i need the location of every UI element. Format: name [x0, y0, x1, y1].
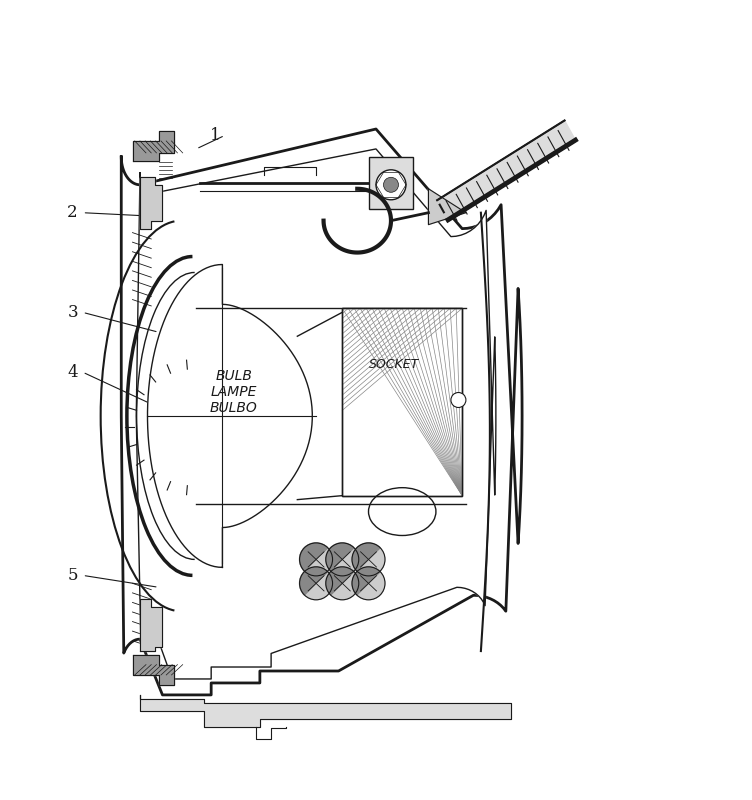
Wedge shape [299, 543, 328, 571]
Polygon shape [140, 177, 162, 229]
Polygon shape [132, 655, 174, 686]
Text: 3: 3 [67, 304, 78, 321]
Text: BULB
LAMPE
BULBO: BULB LAMPE BULBO [210, 369, 257, 415]
Wedge shape [326, 567, 359, 600]
Wedge shape [299, 567, 328, 595]
Polygon shape [147, 265, 312, 567]
Wedge shape [352, 567, 385, 600]
Bar [342, 308, 462, 496]
Polygon shape [121, 129, 522, 695]
Circle shape [451, 393, 466, 407]
Text: 4: 4 [67, 364, 78, 381]
Text: 2: 2 [67, 204, 78, 221]
Bar [342, 308, 462, 496]
Text: SOCKET: SOCKET [368, 358, 419, 370]
Wedge shape [326, 543, 359, 576]
Circle shape [384, 178, 399, 192]
Wedge shape [352, 567, 381, 595]
Wedge shape [299, 567, 332, 600]
Text: 1: 1 [210, 127, 220, 144]
Bar [368, 157, 414, 209]
Polygon shape [429, 189, 466, 225]
Polygon shape [140, 599, 162, 651]
Polygon shape [136, 149, 496, 679]
Wedge shape [299, 543, 332, 576]
Wedge shape [352, 543, 385, 576]
Text: 5: 5 [68, 567, 77, 584]
Wedge shape [326, 543, 354, 571]
Wedge shape [326, 567, 354, 595]
Circle shape [376, 170, 406, 200]
Polygon shape [132, 131, 174, 161]
Polygon shape [437, 121, 575, 220]
Polygon shape [140, 695, 511, 726]
Wedge shape [352, 543, 381, 571]
